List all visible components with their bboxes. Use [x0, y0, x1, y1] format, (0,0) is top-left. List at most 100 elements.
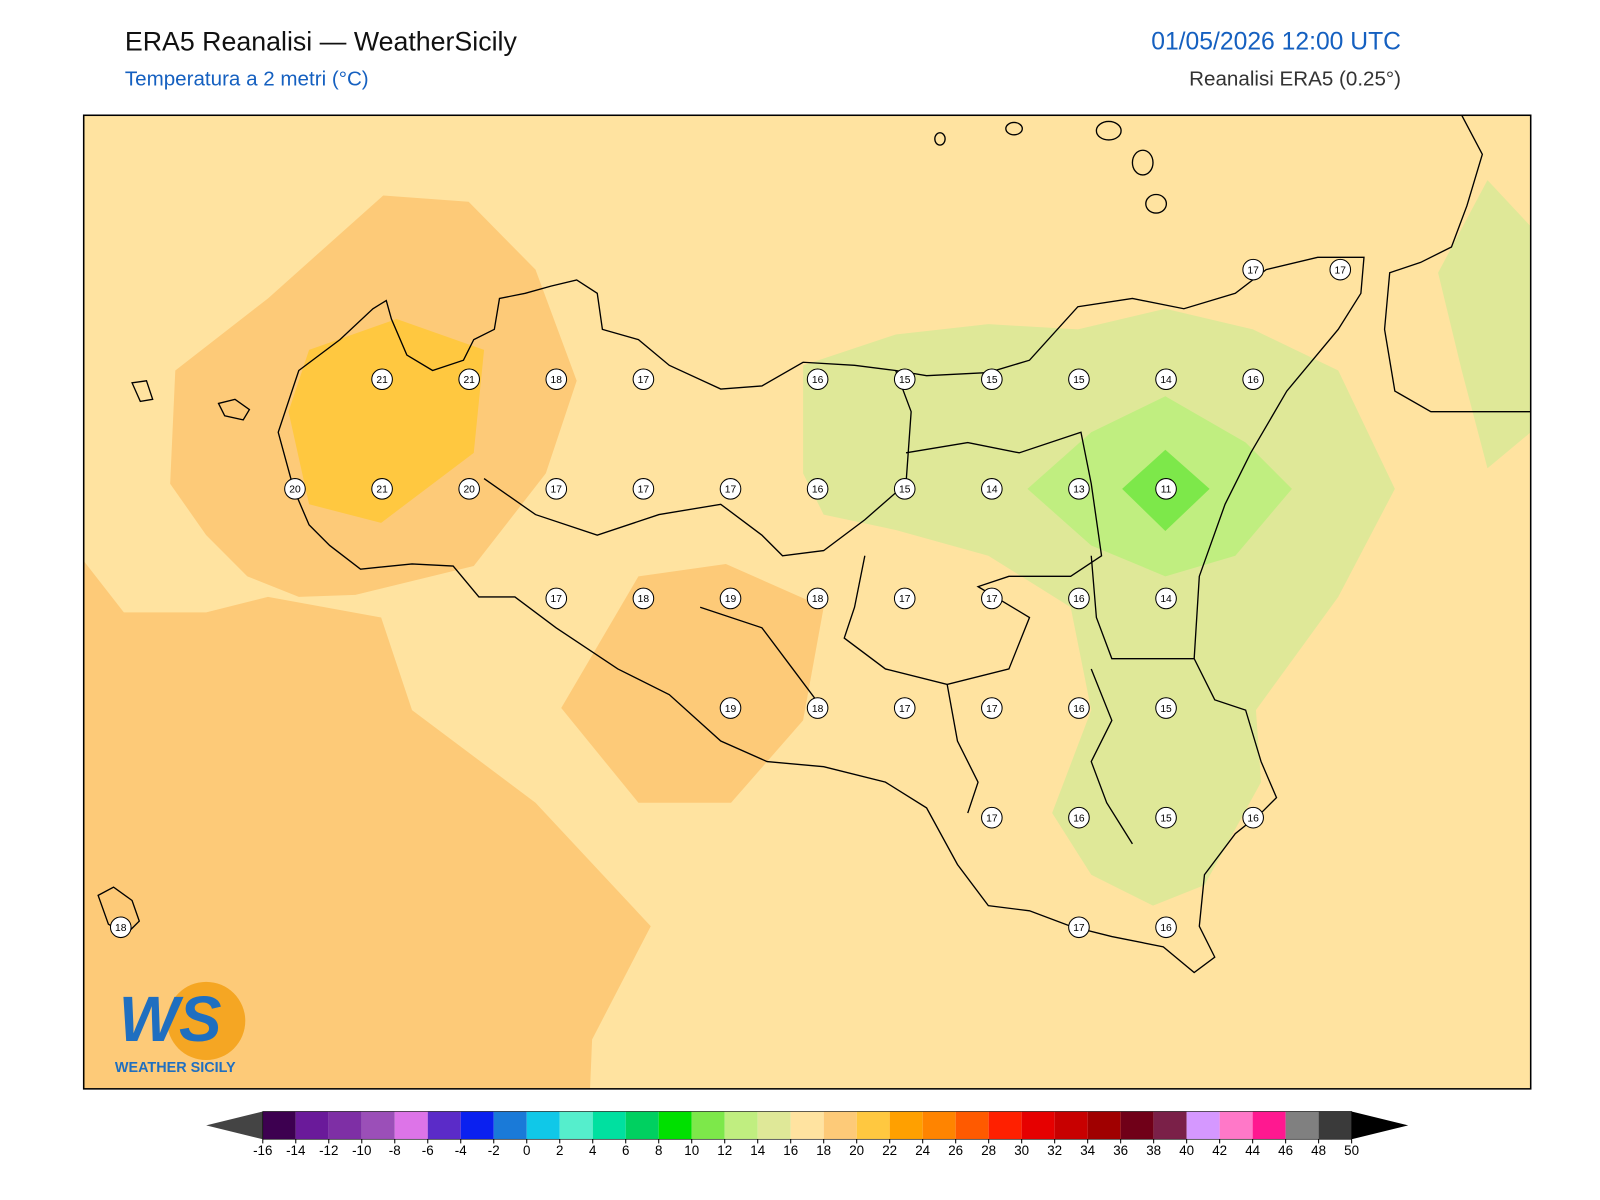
- colorbar-segment: [1219, 1111, 1253, 1140]
- colorbar-tick-label: -6: [422, 1143, 434, 1158]
- station: 17: [1242, 258, 1264, 281]
- station-value: 19: [725, 594, 737, 605]
- station-value: 17: [638, 375, 650, 386]
- station-value: 17: [899, 704, 911, 715]
- colorbar-over: [1351, 1111, 1409, 1140]
- station: 21: [371, 368, 393, 391]
- colorbar-tick-label: -2: [488, 1143, 500, 1158]
- map-frame: [82, 114, 1532, 1090]
- colorbar-tick-label: -8: [389, 1143, 401, 1158]
- logo-letters: WS: [119, 983, 222, 1055]
- station-marker: [719, 697, 742, 719]
- station-value: 15: [1160, 813, 1172, 824]
- colorbar-tick-label: 26: [948, 1143, 963, 1158]
- station-value: 18: [812, 594, 824, 605]
- colorbar-tick-label: 50: [1344, 1143, 1359, 1158]
- station-value: 16: [1247, 813, 1259, 824]
- station: 21: [371, 478, 393, 500]
- station: 11: [1155, 478, 1177, 500]
- colorbar-segment: [658, 1111, 692, 1140]
- station-value: 21: [463, 375, 475, 386]
- colorbar-under: [206, 1111, 263, 1140]
- colorbar-segment: [559, 1111, 593, 1140]
- colorbar-segment: [724, 1111, 758, 1140]
- station-value: 11: [1161, 485, 1172, 496]
- station: 17: [981, 587, 1003, 610]
- station-value: 18: [812, 704, 824, 715]
- station-value: 17: [638, 485, 650, 496]
- station-value: 13: [1073, 485, 1085, 496]
- colorbar-tick-label: -14: [286, 1143, 306, 1158]
- station: 15: [1068, 368, 1090, 391]
- station-value: 16: [1247, 375, 1259, 386]
- station-marker: [1068, 587, 1090, 610]
- station: 16: [806, 368, 829, 391]
- station: 17: [981, 806, 1003, 829]
- logo-caption: WEATHER SICILY: [115, 1060, 236, 1076]
- station-marker: [1155, 587, 1177, 610]
- colorbar-segment: [394, 1111, 428, 1140]
- colorbar-segment: [262, 1111, 296, 1140]
- station-marker: [1068, 916, 1090, 939]
- station-marker: [806, 587, 829, 610]
- station-value: 18: [638, 594, 650, 605]
- colorbar-segment: [988, 1111, 1022, 1140]
- contour-14-16: [1438, 180, 1531, 469]
- colorbar-segment: [625, 1111, 659, 1140]
- station: 17: [632, 478, 655, 500]
- colorbar-segment: [1318, 1111, 1352, 1140]
- colorbar-tick-label: 4: [589, 1143, 597, 1158]
- colorbar-segment: [1285, 1111, 1319, 1140]
- station-marker: [893, 697, 916, 719]
- colorbar-tick-label: -10: [352, 1143, 371, 1158]
- station-value: 17: [1073, 923, 1085, 934]
- colorbar-tick-label: 32: [1047, 1143, 1062, 1158]
- station: 20: [284, 478, 306, 500]
- station-value: 21: [376, 485, 388, 496]
- province-border: [483, 370, 1195, 845]
- colorbar-tick-label: 2: [556, 1143, 563, 1158]
- colorbar-tick-label: 48: [1311, 1143, 1326, 1158]
- colorbar-tick-label: 24: [915, 1143, 930, 1158]
- colorbar-segment: [955, 1111, 989, 1140]
- station-marker: [1155, 916, 1177, 939]
- source: Reanalisi ERA5 (0.25°): [1189, 68, 1401, 91]
- station-value: 15: [899, 485, 911, 496]
- colorbar-frame: [262, 1111, 1352, 1140]
- station: 17: [893, 697, 916, 719]
- station: 18: [632, 587, 655, 610]
- station: 18: [806, 587, 829, 610]
- station-marker: [545, 587, 568, 610]
- colorbar-segment: [757, 1111, 791, 1140]
- title: ERA5 Reanalisi — WeatherSicily: [125, 26, 518, 56]
- contour-18-20: [561, 563, 824, 803]
- station-marker: [981, 478, 1003, 500]
- station-value: 17: [986, 594, 998, 605]
- colorbar-tick-label: 14: [750, 1143, 765, 1158]
- station: 13: [1068, 478, 1090, 500]
- colorbar-tick-label: 10: [684, 1143, 699, 1158]
- station-marker: [806, 478, 829, 500]
- station: 17: [1329, 258, 1352, 281]
- colorbar-segment: [823, 1111, 857, 1140]
- colorbar-segment: [889, 1111, 923, 1140]
- station: 16: [1068, 806, 1090, 829]
- colorbar-segment: [526, 1111, 560, 1140]
- station-value: 17: [551, 485, 563, 496]
- station: 17: [545, 587, 568, 610]
- station-marker: [545, 478, 568, 500]
- station-marker: [1068, 478, 1090, 500]
- colorbar-tick-label: 38: [1146, 1143, 1161, 1158]
- station: 16: [1242, 806, 1264, 829]
- station-value: 19: [725, 704, 737, 715]
- station-value: 15: [1073, 375, 1085, 386]
- station-value: 16: [1073, 704, 1085, 715]
- station: 18: [109, 916, 132, 939]
- station: 19: [719, 587, 742, 610]
- station-value: 18: [551, 375, 563, 386]
- colorbar-tick-label: 30: [1014, 1143, 1029, 1158]
- station: 16: [806, 478, 829, 500]
- colorbar-segment: [295, 1111, 329, 1140]
- colorbar-tick-label: -4: [455, 1143, 467, 1158]
